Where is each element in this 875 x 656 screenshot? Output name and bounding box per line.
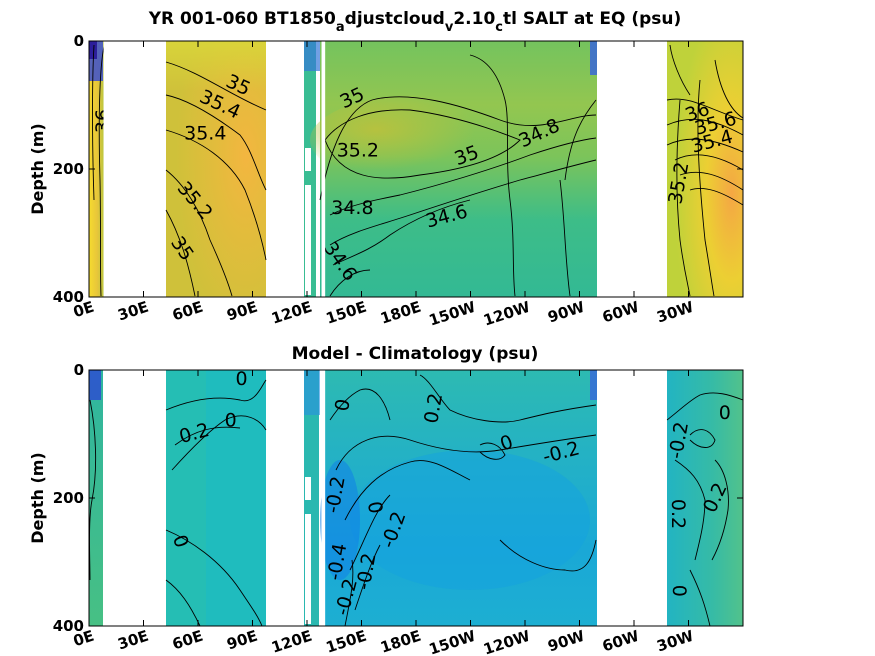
x-tick-label: 60E bbox=[170, 298, 205, 325]
y-tick-label: 0 bbox=[74, 32, 84, 50]
salt-panel: YR 001-060 BT1850adjustcloudv2.10ctl SAL… bbox=[28, 9, 744, 330]
land-mask bbox=[321, 370, 326, 626]
x-tick-label: 120E bbox=[269, 627, 314, 656]
land-mask bbox=[267, 41, 304, 297]
x-tick-label: 150W bbox=[427, 298, 479, 330]
x-tick-label: 120E bbox=[269, 298, 314, 328]
x-tick-label: 60W bbox=[600, 298, 642, 327]
x-tick-label: 60E bbox=[170, 627, 205, 654]
x-tick-label: 120W bbox=[481, 627, 533, 656]
contour-label: 35.4 bbox=[184, 122, 226, 144]
x-tick-label: 90E bbox=[225, 627, 260, 654]
contour-label: 35.2 bbox=[337, 140, 379, 162]
y-tick-label: 200 bbox=[53, 160, 84, 178]
salt-ylabel: Depth (m) bbox=[28, 123, 47, 215]
x-tick-label: 30W bbox=[655, 627, 697, 656]
title-part: Model - Climatology (psu) bbox=[292, 344, 539, 364]
title-part: djustcloud bbox=[345, 9, 445, 29]
land-mask bbox=[597, 370, 667, 626]
salt-contour-lines bbox=[92, 41, 744, 297]
land-mask bbox=[103, 370, 166, 626]
title-part: v bbox=[445, 20, 454, 35]
x-tick-label: 30W bbox=[655, 298, 697, 327]
x-tick-label: 0E bbox=[71, 627, 96, 651]
title-part: 2.10 bbox=[453, 9, 495, 29]
difference-contour-lines bbox=[89, 374, 744, 627]
contour-label: 0 bbox=[331, 397, 355, 413]
title-part: tl SALT at EQ (psu) bbox=[503, 9, 681, 29]
land-mask bbox=[597, 41, 667, 297]
contour-label: 0 bbox=[236, 368, 248, 390]
salt-field bbox=[89, 41, 743, 297]
x-tick-label: 60W bbox=[600, 627, 642, 656]
x-tick-label: 120W bbox=[481, 298, 533, 330]
title-part: a bbox=[336, 20, 345, 35]
contour-label: 0.2 bbox=[667, 499, 689, 529]
land-mask bbox=[321, 41, 326, 297]
y-tick-label: 200 bbox=[53, 489, 84, 507]
difference-panel-title: Model - Climatology (psu) bbox=[292, 344, 539, 364]
contour-label: 0 bbox=[363, 500, 387, 516]
x-tick-label: 90E bbox=[225, 298, 260, 325]
x-tick-label: 30E bbox=[116, 627, 151, 654]
x-tick-label: 150W bbox=[427, 627, 479, 656]
x-tick-label: 150E bbox=[324, 627, 369, 656]
x-tick-label: 30E bbox=[116, 298, 151, 325]
contour-label: 0 bbox=[670, 585, 692, 597]
x-tick-label: 180E bbox=[378, 627, 423, 656]
contour-label: 0 bbox=[225, 410, 237, 432]
contour-label: 34.8 bbox=[331, 197, 373, 219]
title-part: YR 001-060 BT1850 bbox=[148, 9, 336, 29]
land-mask bbox=[103, 41, 166, 297]
x-tick-label: 180E bbox=[378, 298, 423, 328]
y-tick-label: 400 bbox=[53, 617, 84, 635]
difference-ylabel: Depth (m) bbox=[28, 452, 47, 544]
contour-label: 0 bbox=[719, 402, 731, 424]
x-tick-label: 0E bbox=[71, 298, 96, 322]
contour-label: 0.2 bbox=[420, 392, 447, 426]
x-tick-label: 150E bbox=[324, 298, 369, 328]
x-tick-label: 90W bbox=[546, 627, 588, 656]
y-tick-label: 0 bbox=[74, 361, 84, 379]
title-part: c bbox=[495, 20, 503, 35]
y-tick-label: 400 bbox=[53, 288, 84, 306]
salt-panel-title: YR 001-060 BT1850adjustcloudv2.10ctl SAL… bbox=[148, 9, 682, 35]
difference-panel: Model - Climatology (psu) bbox=[28, 344, 744, 656]
x-tick-label: 90W bbox=[546, 298, 588, 327]
land-mask bbox=[267, 370, 304, 626]
